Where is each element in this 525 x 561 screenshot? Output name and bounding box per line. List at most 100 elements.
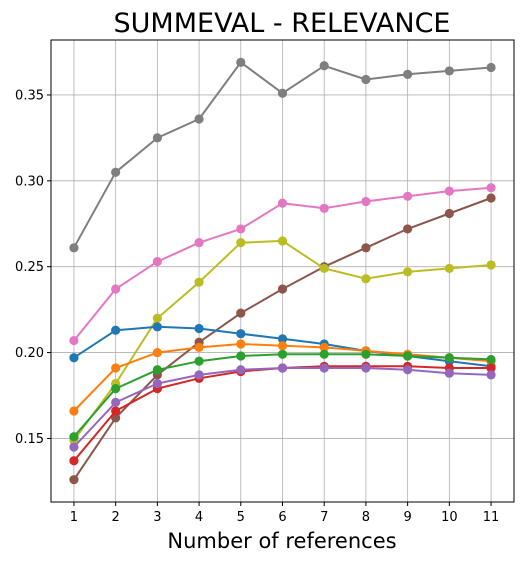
data-point (486, 363, 496, 373)
series-4 (69, 236, 496, 445)
data-point (444, 263, 454, 274)
y-tick-label: 0.20 (15, 346, 44, 361)
data-point (444, 66, 454, 76)
data-point (486, 183, 496, 193)
x-tick-label: 4 (195, 510, 203, 525)
data-point (486, 260, 496, 270)
data-point (277, 284, 288, 294)
data-point (69, 406, 79, 416)
data-point (194, 342, 204, 353)
data-point (111, 413, 121, 423)
data-point (277, 88, 288, 98)
y-tick-label: 0.15 (15, 432, 44, 447)
x-tick-label: 5 (237, 510, 245, 525)
x-tick-label: 8 (362, 510, 370, 525)
data-point (152, 256, 162, 267)
data-point (152, 347, 162, 358)
data-point (277, 363, 288, 373)
series-9 (69, 363, 496, 452)
series-lines (69, 57, 496, 485)
data-point (69, 442, 79, 452)
data-point (319, 263, 329, 274)
chart-title: SUMMEVAL - RELEVANCE (114, 8, 451, 39)
data-point (111, 363, 121, 373)
y-tick-label: 0.25 (15, 260, 44, 275)
data-point (361, 196, 371, 207)
data-point (111, 284, 121, 294)
data-point (486, 193, 496, 203)
x-axis-title: Number of references (167, 529, 396, 553)
data-point (361, 274, 371, 284)
data-point (319, 363, 329, 373)
data-point (69, 243, 79, 253)
data-point (69, 456, 79, 466)
series-2 (69, 183, 496, 346)
data-point (277, 341, 288, 351)
data-point (403, 191, 413, 201)
data-point (194, 356, 204, 366)
data-point (69, 353, 79, 363)
data-point (69, 432, 79, 442)
series-1 (69, 57, 496, 253)
data-point (152, 322, 162, 332)
data-point (444, 186, 454, 196)
data-point (486, 354, 496, 365)
x-tick-label: 9 (403, 510, 411, 525)
data-point (111, 167, 121, 177)
data-point (236, 339, 246, 349)
data-point (403, 69, 413, 79)
y-tick-label: 0.35 (15, 88, 44, 103)
data-point (403, 365, 413, 375)
data-point (236, 238, 246, 248)
data-point (194, 277, 204, 287)
data-point (236, 224, 246, 234)
data-point (403, 351, 413, 361)
x-tick-label: 7 (320, 510, 328, 525)
data-point (194, 323, 204, 334)
grid-lines (51, 40, 514, 502)
data-point (319, 61, 329, 71)
data-point (361, 243, 371, 253)
data-point (486, 62, 496, 73)
data-point (486, 370, 496, 380)
series-7 (69, 349, 496, 442)
data-point (319, 349, 329, 359)
data-point (152, 365, 162, 375)
data-point (194, 238, 204, 248)
data-point (236, 365, 246, 375)
data-point (319, 342, 329, 353)
data-point (277, 198, 288, 208)
data-point (111, 325, 121, 335)
x-tick-label: 10 (441, 510, 458, 525)
x-tick-label: 6 (278, 510, 286, 525)
data-point (111, 384, 121, 394)
data-point (403, 224, 413, 234)
data-point (361, 74, 371, 85)
data-point (236, 351, 246, 361)
data-point (236, 329, 246, 339)
data-point (444, 368, 454, 378)
data-point (236, 57, 246, 67)
data-point (277, 334, 288, 344)
data-point (236, 308, 246, 318)
data-point (152, 313, 162, 323)
data-point (194, 114, 204, 124)
data-point (111, 406, 121, 416)
x-tick-label: 2 (112, 510, 120, 525)
x-tick-label: 1 (70, 510, 78, 525)
data-point (111, 397, 121, 407)
data-point (194, 370, 204, 380)
data-point (152, 133, 162, 143)
data-point (403, 267, 413, 277)
axis-ticks: 1 2 3 4 5 6 7 8 9 10 11 0.15 0.20 0.25 0.30 0.35 (15, 88, 499, 525)
data-point (69, 475, 79, 485)
y-tick-label: 0.30 (15, 174, 44, 189)
data-point (361, 363, 371, 373)
data-point (319, 203, 329, 213)
data-point (444, 353, 454, 363)
data-point (277, 349, 288, 359)
x-tick-label: 3 (153, 510, 161, 525)
data-point (277, 236, 288, 246)
data-point (444, 208, 454, 219)
